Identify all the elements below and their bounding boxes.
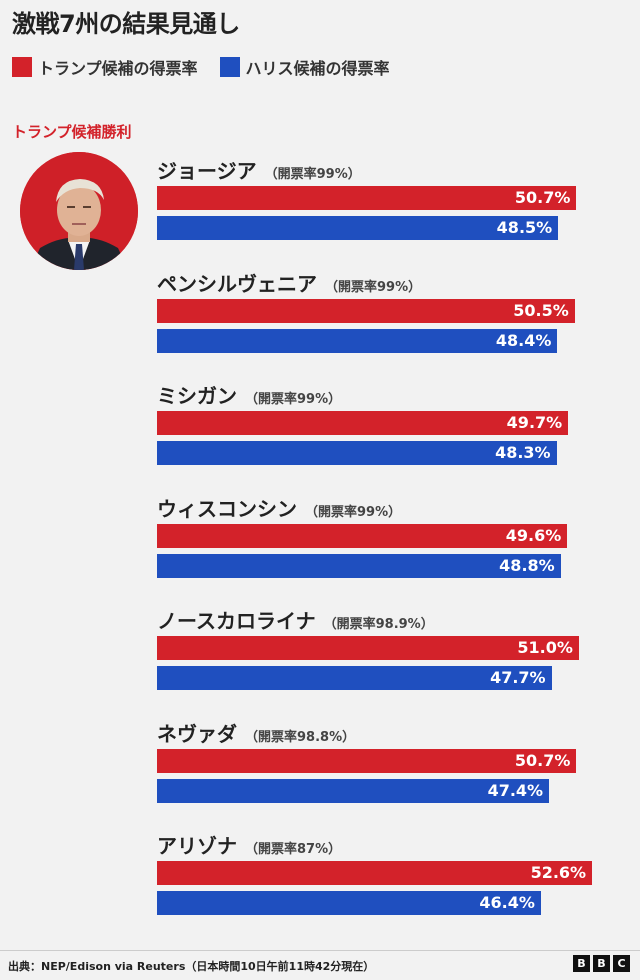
harris-value-label: 48.4% (495, 330, 552, 350)
state-name: ジョージア (157, 159, 257, 183)
state-heading: ウィスコンシン （開票率99%） (157, 493, 401, 522)
legend-swatch-harris (219, 57, 240, 77)
bbc-logo: B B C (573, 955, 630, 972)
reporting-rate: （開票率98.8%） (245, 729, 356, 745)
state-heading: アリゾナ （開票率87%） (157, 830, 341, 859)
trump-bar: 50.7% (157, 186, 577, 210)
harris-value-label: 47.4% (487, 780, 544, 800)
trump-bar: 50.5% (157, 298, 575, 323)
bbc-logo-letter: B (573, 955, 590, 972)
harris-value-label: 48.3% (495, 443, 551, 462)
trump-value-label: 49.6% (505, 525, 562, 545)
trump-value-label: 51.0% (517, 638, 573, 657)
harris-bar: 48.5% (157, 216, 559, 240)
trump-bar: 49.6% (157, 523, 568, 548)
harris-bar: 48.4% (157, 328, 558, 353)
bbc-logo-letter: C (613, 955, 630, 972)
reporting-rate: （開票率99%） (264, 167, 361, 182)
harris-value-label: 47.7% (490, 668, 546, 687)
trump-value-label: 49.7% (506, 413, 563, 432)
reporting-rate: （開票率99%） (325, 279, 422, 295)
state-name: アリゾナ (157, 834, 237, 858)
portrait-image (20, 152, 138, 270)
legend-label-harris: ハリス候補の得票率 (245, 59, 390, 78)
trump-value-label: 50.7% (514, 750, 571, 770)
state-heading: ペンシルヴェニア （開票率99%） (157, 268, 421, 297)
reporting-rate: （開票率99%） (305, 504, 402, 520)
harris-value-label: 48.5% (496, 218, 553, 237)
trump-value-label: 52.6% (530, 863, 587, 882)
harris-bar: 47.7% (157, 666, 552, 690)
trump-value-label: 50.7% (514, 188, 571, 207)
footer-divider (0, 950, 640, 951)
trump-bar: 51.0% (157, 636, 579, 660)
state-heading: ネヴァダ （開票率98.8%） (157, 718, 355, 747)
legend-item-trump: トランプ候補の得票率 (12, 55, 198, 79)
harris-bar: 48.3% (157, 441, 557, 465)
state-heading: ノースカロライナ （開票率98.9%） (157, 605, 434, 634)
reporting-rate: （開票率98.9%） (323, 617, 434, 632)
source-note: 出典：NEP/Edison via Reuters（日本時間10日午前11時42… (8, 960, 375, 973)
harris-bar: 47.4% (157, 778, 550, 803)
legend-swatch-trump (12, 57, 32, 77)
harris-bar: 48.8% (157, 553, 561, 578)
trump-bar: 52.6% (157, 861, 593, 885)
state-name: ミシガン (157, 384, 237, 408)
state-name: ネヴァダ (157, 721, 237, 746)
legend-label-trump: トランプ候補の得票率 (38, 59, 198, 78)
state-name: ノースカロライナ (157, 609, 316, 633)
trump-portrait (20, 152, 138, 270)
legend-item-harris: ハリス候補の得票率 (219, 55, 390, 79)
winner-label: トランプ候補勝利 (12, 123, 132, 141)
harris-bar: 46.4% (157, 891, 541, 915)
state-name: ペンシルヴェニア (157, 271, 317, 296)
trump-value-label: 50.5% (513, 300, 569, 320)
harris-value-label: 46.4% (479, 893, 535, 912)
chart-title: 激戦7州の結果見通し (12, 10, 240, 38)
trump-bar: 50.7% (157, 748, 577, 773)
state-name: ウィスコンシン (157, 496, 297, 521)
legend: トランプ候補の得票率 ハリス候補の得票率 (12, 55, 390, 79)
reporting-rate: （開票率87%） (245, 842, 342, 857)
reporting-rate: （開票率99%） (245, 392, 342, 407)
state-heading: ミシガン （開票率99%） (157, 380, 341, 409)
harris-value-label: 48.8% (499, 555, 555, 575)
bbc-logo-letter: B (593, 955, 610, 972)
state-heading: ジョージア （開票率99%） (157, 155, 361, 184)
trump-bar: 49.7% (157, 411, 569, 435)
